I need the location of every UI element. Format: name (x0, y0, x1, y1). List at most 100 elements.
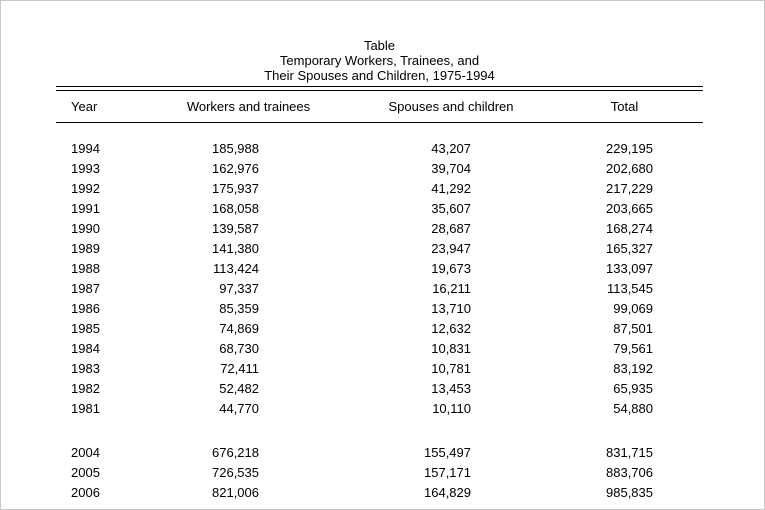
table-row: 1984 68,730 10,831 79,561 (56, 339, 703, 359)
workers-cell: 85,359 (219, 301, 259, 316)
table-row: 1987 97,337 16,211 113,545 (56, 279, 703, 299)
table-row: 1982 52,482 13,453 65,935 (56, 379, 703, 399)
spouses-cell: 43,207 (431, 141, 471, 156)
column-header-workers: Workers and trainees (186, 99, 311, 114)
workers-cell: 726,535 (212, 465, 259, 480)
spouses-cell: 35,607 (431, 201, 471, 216)
workers-cell: 141,380 (212, 241, 259, 256)
year-cell: 1992 (71, 181, 100, 196)
row-group: 1994 185,988 43,207 229,195 1993 162,976 39,70… (56, 139, 703, 419)
spouses-cell: 10,781 (431, 361, 471, 376)
table-row: 2006 821,006 164,829 985,835 (56, 483, 703, 503)
workers-cell: 113,424 (212, 261, 259, 276)
spouses-cell: 10,831 (431, 341, 471, 356)
workers-cell: 44,770 (219, 401, 259, 416)
workers-cell: 68,730 (219, 341, 259, 356)
total-cell: 168,274 (606, 221, 653, 236)
spouses-cell: 16,211 (432, 281, 471, 296)
spouses-cell: 157,171 (424, 465, 471, 480)
table-row: 1994 185,988 43,207 229,195 (56, 139, 703, 159)
table-title-block: Table Temporary Workers, Trainees, and T… (56, 38, 703, 83)
table-row: 1988 113,424 19,673 133,097 (56, 259, 703, 279)
spouses-cell: 39,704 (431, 161, 471, 176)
workers-cell: 162,976 (212, 161, 259, 176)
spouses-cell: 19,673 (431, 261, 471, 276)
spouses-cell: 10,110 (432, 401, 471, 416)
table-row: 1981 44,770 10,110 54,880 (56, 399, 703, 419)
year-cell: 1987 (71, 281, 100, 296)
workers-cell: 139,587 (212, 221, 259, 236)
table-title-line-1: Table (363, 38, 396, 53)
total-cell: 79,561 (613, 341, 653, 356)
table-row: 2004 676,218 155,497 831,715 (56, 443, 703, 463)
workers-cell: 97,337 (219, 281, 259, 296)
total-cell: 203,665 (606, 201, 653, 216)
workers-cell: 72,411 (220, 361, 259, 376)
table-row: 1989 141,380 23,947 165,327 (56, 239, 703, 259)
spouses-cell: 12,632 (431, 321, 471, 336)
workers-cell: 185,988 (212, 141, 259, 156)
group-spacer (56, 419, 703, 443)
total-cell: 202,680 (606, 161, 653, 176)
total-cell: 65,935 (613, 381, 653, 396)
table-body: 1994 185,988 43,207 229,195 1993 162,976 39,70… (56, 123, 703, 503)
table-title-line-2: Temporary Workers, Trainees, and (279, 53, 480, 68)
total-cell: 985,835 (606, 485, 653, 500)
spouses-cell: 164,829 (424, 485, 471, 500)
column-header-total: Total (610, 99, 639, 114)
total-cell: 87,501 (613, 321, 653, 336)
year-cell: 2005 (71, 465, 100, 480)
workers-cell: 52,482 (219, 381, 259, 396)
year-cell: 1989 (71, 241, 100, 256)
total-cell: 133,097 (606, 261, 653, 276)
year-cell: 1982 (71, 381, 100, 396)
table-row: 1990 139,587 28,687 168,274 (56, 219, 703, 239)
table-row: 1983 72,411 10,781 83,192 (56, 359, 703, 379)
table-row: 2005 726,535 157,171 883,706 (56, 463, 703, 483)
year-cell: 1985 (71, 321, 100, 336)
spouses-cell: 155,497 (424, 445, 471, 460)
year-cell: 1988 (71, 261, 100, 276)
workers-cell: 175,937 (212, 181, 259, 196)
year-cell: 1981 (71, 401, 100, 416)
total-cell: 883,706 (606, 465, 653, 480)
year-cell: 1986 (71, 301, 100, 316)
workers-cell: 74,869 (219, 321, 259, 336)
total-cell: 83,192 (613, 361, 653, 376)
table-row: 1991 168,058 35,607 203,665 (56, 199, 703, 219)
workers-cell: 168,058 (212, 201, 259, 216)
total-cell: 113,545 (606, 281, 653, 296)
year-cell: 1994 (71, 141, 100, 156)
table-title-line-3: Their Spouses and Children, 1975-1994 (264, 68, 495, 83)
workers-cell: 676,218 (212, 445, 259, 460)
year-cell: 1990 (71, 221, 100, 236)
year-cell: 2006 (71, 485, 100, 500)
spouses-cell: 13,453 (431, 381, 471, 396)
top-double-rule (56, 86, 703, 91)
spouses-cell: 13,710 (431, 301, 471, 316)
year-cell: 1984 (71, 341, 100, 356)
table-header-row: Year Workers and trainees Spouses and ch… (56, 91, 703, 123)
total-cell: 165,327 (606, 241, 653, 256)
total-cell: 217,229 (606, 181, 653, 196)
table-row: 1985 74,869 12,632 87,501 (56, 319, 703, 339)
spouses-cell: 28,687 (431, 221, 471, 236)
table-row: 1986 85,359 13,710 99,069 (56, 299, 703, 319)
table-row: 1993 162,976 39,704 202,680 (56, 159, 703, 179)
total-cell: 54,880 (613, 401, 653, 416)
year-cell: 1993 (71, 161, 100, 176)
workers-cell: 821,006 (212, 485, 259, 500)
spouses-cell: 41,292 (431, 181, 471, 196)
total-cell: 831,715 (606, 445, 653, 460)
data-table: Year Workers and trainees Spouses and ch… (56, 86, 703, 503)
row-group: 2004 676,218 155,497 831,715 2005 726,535 157,… (56, 443, 703, 503)
total-cell: 99,069 (613, 301, 653, 316)
year-cell: 2004 (71, 445, 100, 460)
total-cell: 229,195 (606, 141, 653, 156)
column-header-spouses: Spouses and children (388, 99, 514, 114)
year-cell: 1983 (71, 361, 100, 376)
column-header-year: Year (71, 99, 98, 114)
spouses-cell: 23,947 (431, 241, 471, 256)
table-row: 1992 175,937 41,292 217,229 (56, 179, 703, 199)
